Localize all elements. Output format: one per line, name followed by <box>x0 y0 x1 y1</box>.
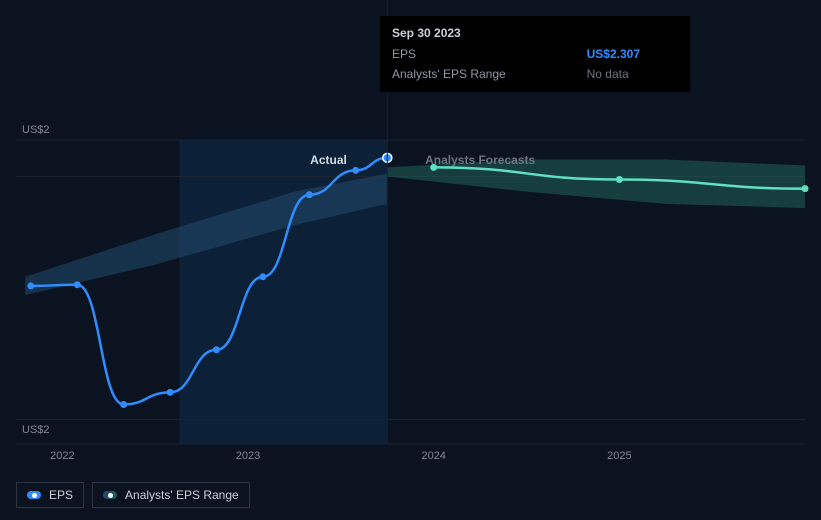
tooltip-date: Sep 30 2023 <box>392 24 678 42</box>
y-axis-label-top: US$2 <box>22 124 50 136</box>
section-label-forecast: Analysts Forecasts <box>425 153 535 167</box>
eps-actual-point[interactable] <box>352 167 359 174</box>
eps-forecast-point[interactable] <box>802 185 809 192</box>
tooltip-value: US$2.307 <box>587 44 678 64</box>
eps-actual-point[interactable] <box>306 191 313 198</box>
eps-chart-container: { "background_color": "#0b1320", "plot":… <box>0 0 821 520</box>
chart-legend: EPS Analysts' EPS Range <box>16 482 250 508</box>
eps-actual-point[interactable] <box>120 401 127 408</box>
eps-actual-point[interactable] <box>213 346 220 353</box>
legend-swatch-icon <box>27 491 41 499</box>
chart-tooltip: Sep 30 2023 EPS US$2.307 Analysts' EPS R… <box>380 16 690 92</box>
x-tick-label: 2025 <box>607 450 631 462</box>
eps-actual-point[interactable] <box>27 282 34 289</box>
tooltip-row-range: Analysts' EPS Range No data <box>392 64 678 84</box>
y-axis-label-bottom: US$2 <box>22 424 50 436</box>
legend-label: Analysts' EPS Range <box>125 488 239 502</box>
x-tick-label: 2022 <box>50 450 74 462</box>
tooltip-label: Analysts' EPS Range <box>392 64 587 84</box>
eps-actual-point[interactable] <box>259 273 266 280</box>
legend-label: EPS <box>49 488 73 502</box>
x-tick-label: 2024 <box>421 450 445 462</box>
tooltip-table: EPS US$2.307 Analysts' EPS Range No data <box>392 44 678 84</box>
legend-swatch-icon <box>103 491 117 499</box>
eps-actual-point[interactable] <box>167 389 174 396</box>
legend-item-eps[interactable]: EPS <box>16 482 84 508</box>
section-label-actual: Actual <box>310 153 347 167</box>
legend-item-analysts-range[interactable]: Analysts' EPS Range <box>92 482 250 508</box>
x-tick-label: 2023 <box>236 450 260 462</box>
tooltip-value: No data <box>587 64 678 84</box>
tooltip-label: EPS <box>392 44 587 64</box>
eps-actual-point[interactable] <box>74 281 81 288</box>
tooltip-row-eps: EPS US$2.307 <box>392 44 678 64</box>
eps-forecast-point[interactable] <box>616 176 623 183</box>
